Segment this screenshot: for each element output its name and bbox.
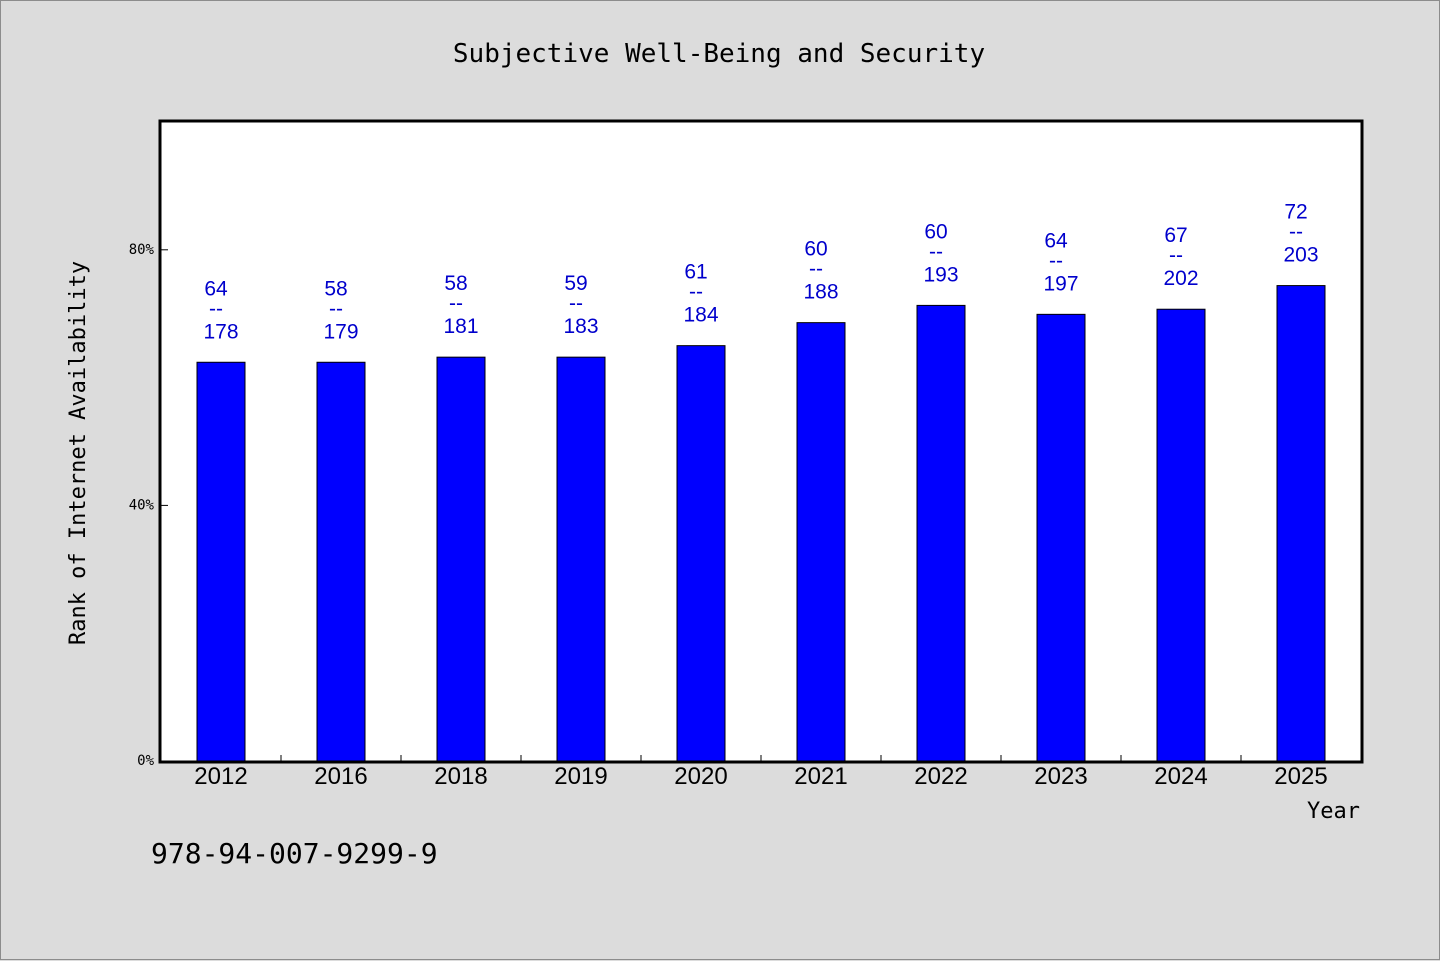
bar-2025: [1276, 285, 1326, 762]
y-tick-label-0: 0%: [137, 753, 154, 769]
x-axis: 2012 2016 2018 2019 2020 2021 2022 2023 2024 2025: [194, 755, 1328, 790]
x-tick-label-2012: 2012: [194, 763, 247, 790]
data-label-top-2016: 58: [324, 277, 347, 300]
y-axis: 0% 40% 80%: [129, 242, 168, 769]
x-tick-label-2025: 2025: [1274, 763, 1327, 790]
bar-2018: [436, 356, 486, 762]
x-tick-label-2024: 2024: [1154, 763, 1207, 790]
bar-2019: [556, 356, 606, 762]
data-label-bottom-2012: 178: [203, 320, 238, 343]
data-label-top-2020: 61: [684, 261, 707, 284]
bar-2021: [796, 322, 846, 762]
bar-2023: [1036, 313, 1086, 762]
data-label-bottom-2020: 184: [683, 304, 718, 327]
footer-code: 978-94-007-9299-9: [151, 837, 438, 870]
data-label-separator-2016: --: [329, 297, 343, 320]
data-label-separator-2025: --: [1289, 221, 1303, 244]
x-tick-label-2022: 2022: [914, 763, 967, 790]
data-label-separator-2022: --: [929, 240, 943, 263]
data-label-bottom-2022: 193: [923, 263, 958, 286]
bar-2024: [1156, 308, 1206, 762]
y-tick-label-40: 40%: [129, 497, 155, 513]
x-tick-label-2021: 2021: [794, 763, 847, 790]
data-label-separator-2023: --: [1049, 249, 1063, 272]
data-label-bottom-2023: 197: [1043, 272, 1078, 295]
data-label-bottom-2019: 183: [563, 315, 598, 338]
data-label-top-2018: 58: [444, 272, 467, 295]
data-label-bottom-2018: 181: [443, 315, 478, 338]
bar-2020: [676, 345, 726, 762]
data-label-separator-2021: --: [809, 258, 823, 281]
data-label-separator-2012: --: [209, 297, 223, 320]
data-labels-group: 64--17858--17958--18159--18361--18460--1…: [203, 201, 1318, 344]
chart-title: Subjective Well-Being and Security: [453, 39, 985, 69]
bar-2016: [316, 361, 366, 762]
x-axis-label: Year: [1307, 799, 1360, 824]
data-label-bottom-2025: 203: [1283, 244, 1318, 267]
bars-group: [196, 285, 1326, 762]
data-label-top-2024: 67: [1164, 224, 1187, 247]
data-label-top-2019: 59: [564, 272, 587, 295]
data-label-bottom-2024: 202: [1163, 267, 1198, 290]
data-label-top-2012: 64: [204, 277, 228, 300]
x-tick-label-2018: 2018: [434, 763, 487, 790]
data-label-separator-2024: --: [1169, 244, 1183, 267]
data-label-bottom-2016: 179: [323, 320, 358, 343]
data-label-top-2021: 60: [804, 238, 827, 261]
x-tick-label-2020: 2020: [674, 763, 727, 790]
data-label-separator-2018: --: [449, 292, 463, 315]
x-tick-label-2019: 2019: [554, 763, 607, 790]
bar-2022: [916, 304, 966, 762]
data-label-top-2022: 60: [924, 220, 947, 243]
x-tick-label-2023: 2023: [1034, 763, 1087, 790]
y-axis-label: Rank of Internet Availability: [66, 261, 91, 645]
data-label-top-2023: 64: [1044, 229, 1068, 252]
data-label-bottom-2021: 188: [803, 281, 838, 304]
data-label-separator-2019: --: [569, 292, 583, 315]
y-tick-label-80: 80%: [129, 242, 155, 258]
data-label-separator-2020: --: [689, 281, 703, 304]
bar-2012: [196, 361, 246, 762]
data-label-top-2025: 72: [1284, 201, 1307, 224]
x-tick-label-2016: 2016: [314, 763, 367, 790]
